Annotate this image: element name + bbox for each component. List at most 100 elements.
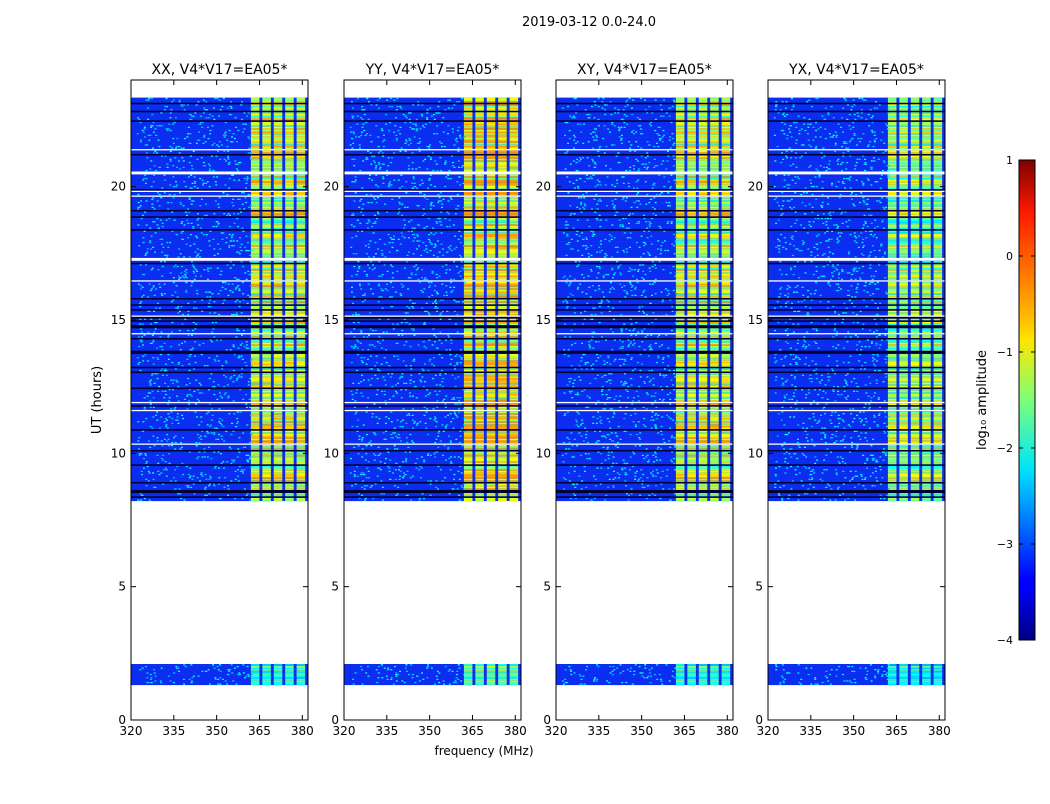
speckle bbox=[162, 445, 164, 447]
x-tick-label: 380 bbox=[291, 724, 314, 738]
band-cell bbox=[487, 282, 496, 284]
band-cell bbox=[251, 197, 260, 199]
speckle bbox=[373, 403, 375, 405]
band-cell bbox=[498, 664, 507, 666]
speckle bbox=[457, 403, 459, 405]
flag-row bbox=[131, 317, 308, 319]
band-cell bbox=[274, 150, 283, 152]
band-cell bbox=[285, 174, 294, 176]
speckle bbox=[166, 98, 168, 100]
band-cell bbox=[262, 445, 271, 447]
speckle bbox=[237, 411, 239, 413]
speckle bbox=[405, 664, 407, 666]
band-cell bbox=[274, 334, 283, 336]
speckle bbox=[398, 197, 400, 199]
band-cell bbox=[475, 174, 484, 176]
speckle bbox=[447, 174, 449, 176]
band-cell bbox=[297, 334, 306, 336]
band-cell bbox=[251, 664, 260, 666]
band-cell bbox=[251, 334, 260, 336]
band-cell bbox=[262, 282, 271, 284]
speckle bbox=[196, 445, 198, 447]
speckle bbox=[464, 664, 466, 666]
band-cell bbox=[464, 445, 473, 447]
speckle bbox=[249, 261, 251, 263]
band-cell bbox=[487, 403, 496, 405]
speckle bbox=[185, 282, 187, 284]
band-cell bbox=[464, 261, 473, 263]
band-cell bbox=[262, 174, 271, 176]
band-cell bbox=[274, 98, 283, 100]
band-cell bbox=[510, 282, 519, 284]
speckle bbox=[440, 192, 442, 194]
band-cell bbox=[475, 403, 484, 405]
speckle bbox=[208, 411, 210, 413]
x-tick-label: 365 bbox=[248, 724, 271, 738]
band-cell bbox=[274, 192, 283, 194]
speckle bbox=[151, 98, 153, 100]
band-cell bbox=[487, 261, 496, 263]
band-cell bbox=[510, 334, 519, 336]
speckle bbox=[427, 664, 429, 666]
band-cell bbox=[498, 192, 507, 194]
band-cell bbox=[285, 197, 294, 199]
band-cell bbox=[285, 98, 294, 100]
speckle bbox=[188, 403, 190, 405]
band-cell bbox=[487, 197, 496, 199]
band-cell bbox=[262, 261, 271, 263]
speckle bbox=[461, 261, 463, 263]
speckle bbox=[398, 334, 400, 336]
speckle bbox=[241, 334, 243, 336]
speckle bbox=[164, 261, 166, 263]
speckle bbox=[430, 174, 432, 176]
speckle bbox=[459, 403, 461, 405]
band-cell bbox=[475, 334, 484, 336]
speckle bbox=[428, 282, 430, 284]
band-cell bbox=[498, 411, 507, 413]
speckle bbox=[355, 411, 357, 413]
band-cell bbox=[510, 403, 519, 405]
band-cell bbox=[464, 334, 473, 336]
speckle bbox=[209, 403, 211, 405]
band-cell bbox=[297, 197, 306, 199]
speckle bbox=[195, 403, 197, 405]
band-cell bbox=[498, 174, 507, 176]
speckle bbox=[173, 197, 175, 199]
speckle bbox=[239, 411, 241, 413]
speckle bbox=[450, 197, 452, 199]
speckle bbox=[167, 403, 169, 405]
y-tick-label: 0 bbox=[118, 713, 126, 727]
y-tick-label: 10 bbox=[111, 446, 126, 460]
speckle bbox=[454, 403, 456, 405]
band-cell bbox=[475, 261, 484, 263]
speckle bbox=[152, 334, 154, 336]
speckle bbox=[242, 282, 244, 284]
speckle bbox=[370, 261, 372, 263]
y-tick-label: 15 bbox=[111, 313, 126, 327]
band-cell bbox=[285, 261, 294, 263]
speckle bbox=[358, 445, 360, 447]
speckle bbox=[160, 197, 162, 199]
speckle bbox=[369, 174, 371, 176]
band-cell bbox=[251, 261, 260, 263]
band-cell bbox=[262, 411, 271, 413]
speckle bbox=[150, 403, 152, 405]
speckle bbox=[394, 445, 396, 447]
speckle bbox=[244, 197, 246, 199]
panel-title: XX, V4*V17=EA05* bbox=[152, 62, 288, 78]
speckle bbox=[355, 192, 357, 194]
speckle bbox=[144, 174, 146, 176]
speckle bbox=[171, 445, 173, 447]
speckle bbox=[164, 174, 166, 176]
band-cell bbox=[510, 664, 519, 666]
band-cell bbox=[297, 261, 306, 263]
band-cell bbox=[510, 445, 519, 447]
speckle bbox=[450, 282, 452, 284]
speckle bbox=[152, 197, 154, 199]
band-cell bbox=[262, 150, 271, 152]
band-cell bbox=[297, 403, 306, 405]
speckle bbox=[447, 334, 449, 336]
band-cell bbox=[487, 445, 496, 447]
